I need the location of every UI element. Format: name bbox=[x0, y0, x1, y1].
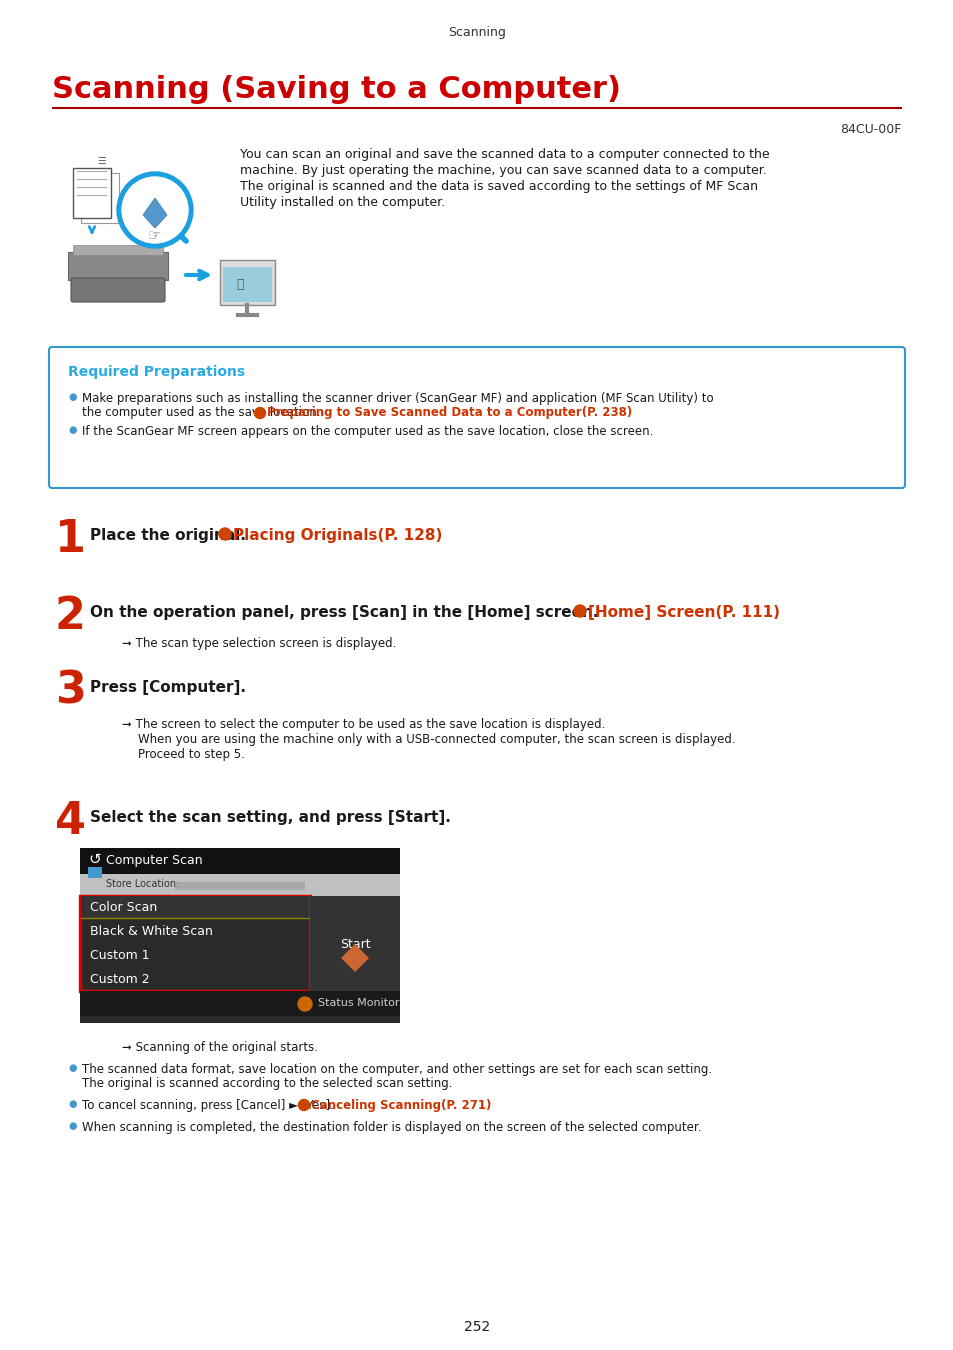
Bar bbox=[88, 867, 102, 878]
Text: ➞ The screen to select the computer to be used as the save location is displayed: ➞ The screen to select the computer to b… bbox=[122, 718, 605, 730]
Text: Placing Originals(P. 128): Placing Originals(P. 128) bbox=[233, 528, 442, 543]
Circle shape bbox=[219, 528, 231, 540]
Circle shape bbox=[297, 998, 312, 1011]
Text: ⌶: ⌶ bbox=[235, 278, 243, 292]
Text: Color Scan: Color Scan bbox=[90, 900, 157, 914]
Text: Place the original.: Place the original. bbox=[90, 528, 251, 543]
Text: On the operation panel, press [Scan] in the [Home] screen.: On the operation panel, press [Scan] in … bbox=[90, 605, 603, 620]
Text: 84CU-00F: 84CU-00F bbox=[840, 123, 901, 136]
Bar bbox=[310, 896, 399, 991]
Text: ●: ● bbox=[68, 1099, 76, 1108]
Circle shape bbox=[122, 177, 188, 243]
Circle shape bbox=[298, 1099, 309, 1111]
Bar bbox=[174, 882, 305, 890]
Text: Preparing to Save Scanned Data to a Computer(P. 238): Preparing to Save Scanned Data to a Comp… bbox=[267, 406, 632, 418]
Text: Computer Scan: Computer Scan bbox=[106, 855, 202, 867]
Text: The scanned data format, save location on the computer, and other settings are s: The scanned data format, save location o… bbox=[82, 1062, 711, 1076]
Text: ●: ● bbox=[68, 425, 76, 435]
Text: machine. By just operating the machine, you can save scanned data to a computer.: machine. By just operating the machine, … bbox=[240, 163, 766, 177]
Text: Custom 1: Custom 1 bbox=[90, 949, 150, 963]
Text: Required Preparations: Required Preparations bbox=[68, 364, 245, 379]
Text: ➞ The scan type selection screen is displayed.: ➞ The scan type selection screen is disp… bbox=[122, 637, 395, 649]
Text: Scanning: Scanning bbox=[448, 26, 505, 39]
Bar bbox=[80, 991, 399, 1017]
Text: Store Location:: Store Location: bbox=[106, 879, 179, 890]
Bar bbox=[80, 848, 399, 1023]
Text: Scanning (Saving to a Computer): Scanning (Saving to a Computer) bbox=[52, 76, 620, 104]
Polygon shape bbox=[143, 198, 167, 228]
Text: The original is scanned and the data is saved according to the settings of MF Sc: The original is scanned and the data is … bbox=[240, 180, 758, 193]
Text: ●: ● bbox=[68, 1120, 76, 1131]
Bar bbox=[223, 267, 272, 302]
Text: [Home] Screen(P. 111): [Home] Screen(P. 111) bbox=[587, 605, 780, 620]
Text: ●: ● bbox=[68, 1062, 76, 1073]
Bar bbox=[80, 848, 399, 873]
Text: ☞: ☞ bbox=[148, 228, 161, 243]
Text: You can scan an original and save the scanned data to a computer connected to th: You can scan an original and save the sc… bbox=[240, 148, 769, 161]
Text: ●: ● bbox=[68, 392, 76, 402]
Bar bbox=[80, 873, 399, 896]
Text: The original is scanned according to the selected scan setting.: The original is scanned according to the… bbox=[82, 1077, 452, 1089]
Text: Start: Start bbox=[339, 938, 370, 950]
Circle shape bbox=[117, 171, 193, 248]
Text: Proceed to step 5.: Proceed to step 5. bbox=[138, 748, 245, 761]
Text: Make preparations such as installing the scanner driver (ScanGear MF) and applic: Make preparations such as installing the… bbox=[82, 392, 713, 405]
Text: Utility installed on the computer.: Utility installed on the computer. bbox=[240, 196, 445, 209]
Text: Press [Computer].: Press [Computer]. bbox=[90, 680, 246, 695]
Bar bbox=[81, 173, 119, 223]
Circle shape bbox=[574, 605, 585, 617]
Text: the computer used as the save location.: the computer used as the save location. bbox=[82, 406, 324, 418]
Text: Select the scan setting, and press [Start].: Select the scan setting, and press [Star… bbox=[90, 810, 451, 825]
Text: 252: 252 bbox=[463, 1320, 490, 1334]
Text: To cancel scanning, press [Cancel] ► [Yes].: To cancel scanning, press [Cancel] ► [Ye… bbox=[82, 1099, 337, 1112]
Text: 1: 1 bbox=[55, 518, 86, 562]
Text: When you are using the machine only with a USB-connected computer, the scan scre: When you are using the machine only with… bbox=[138, 733, 735, 747]
Bar bbox=[81, 896, 309, 918]
FancyBboxPatch shape bbox=[49, 347, 904, 487]
Text: Custom 2: Custom 2 bbox=[90, 973, 150, 985]
Text: 4: 4 bbox=[55, 801, 86, 842]
Text: If the ScanGear MF screen appears on the computer used as the save location, clo: If the ScanGear MF screen appears on the… bbox=[82, 425, 653, 437]
Text: 3: 3 bbox=[55, 670, 86, 713]
Bar bbox=[73, 244, 163, 255]
Text: Black & White Scan: Black & White Scan bbox=[90, 925, 213, 938]
Circle shape bbox=[254, 408, 265, 418]
FancyBboxPatch shape bbox=[71, 278, 165, 302]
Text: When scanning is completed, the destination folder is displayed on the screen of: When scanning is completed, the destinat… bbox=[82, 1120, 700, 1134]
Bar bbox=[80, 896, 310, 991]
Text: ➞ Scanning of the original starts.: ➞ Scanning of the original starts. bbox=[122, 1041, 317, 1054]
Text: Status Monitor: Status Monitor bbox=[317, 998, 399, 1008]
Bar bbox=[73, 167, 111, 217]
Text: ↺: ↺ bbox=[88, 852, 101, 867]
Text: ☰: ☰ bbox=[97, 157, 106, 166]
Bar bbox=[68, 252, 168, 279]
Text: 2: 2 bbox=[55, 595, 86, 639]
Polygon shape bbox=[340, 944, 369, 972]
Text: Canceling Scanning(P. 271): Canceling Scanning(P. 271) bbox=[311, 1099, 491, 1112]
Bar bbox=[220, 261, 274, 305]
